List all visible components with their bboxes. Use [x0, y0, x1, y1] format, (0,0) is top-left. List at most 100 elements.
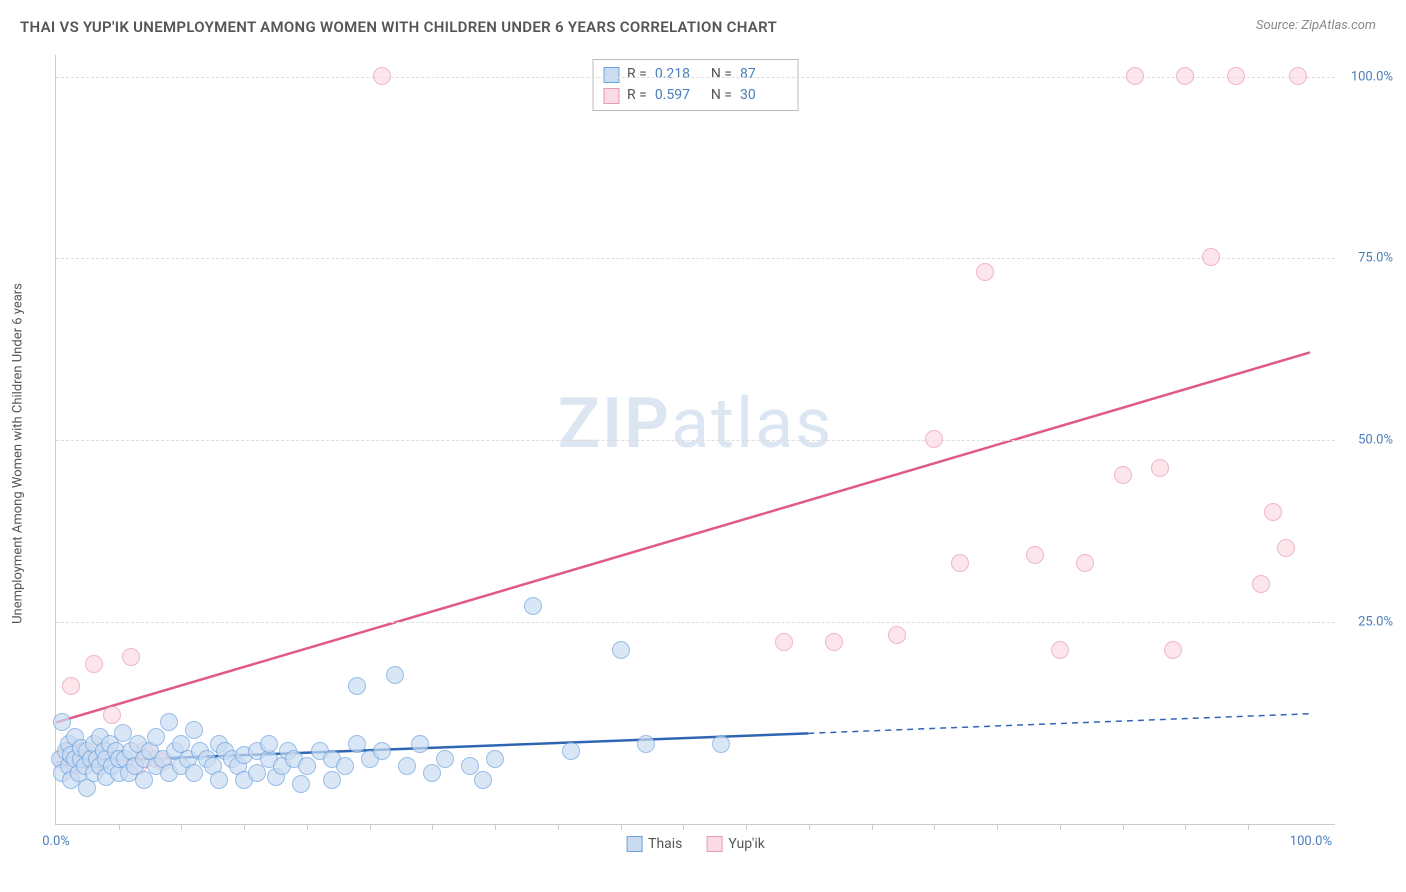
point-thai — [323, 771, 341, 789]
x-tick-label: 100.0% — [1290, 834, 1332, 849]
point-yupik — [122, 648, 140, 666]
point-thai — [135, 771, 153, 789]
legend-stats: R = 0.218 N = 87 R = 0.597 N = 30 — [592, 59, 799, 111]
x-tick — [370, 824, 371, 830]
watermark-atlas: atlas — [671, 383, 833, 465]
legend-label: Yup'ik — [728, 836, 764, 852]
gridline — [56, 440, 1335, 441]
point-thai — [292, 775, 310, 793]
y-tick-label: 50.0% — [1358, 433, 1393, 448]
point-thai — [612, 641, 630, 659]
point-yupik — [62, 677, 80, 695]
plot-area: ZIPatlas R = 0.218 N = 87 R = 0.597 N = … — [55, 55, 1335, 825]
watermark-zip: ZIP — [558, 383, 671, 465]
point-yupik — [1252, 575, 1270, 593]
point-thai — [712, 735, 730, 753]
point-thai — [210, 771, 228, 789]
x-tick — [495, 824, 496, 830]
point-yupik — [951, 554, 969, 572]
x-tick — [809, 824, 810, 830]
point-thai — [260, 735, 278, 753]
x-tick — [119, 824, 120, 830]
x-tick — [558, 824, 559, 830]
watermark: ZIPatlas — [558, 383, 834, 465]
point-yupik — [1227, 67, 1245, 85]
point-thai — [486, 750, 504, 768]
point-thai — [160, 713, 178, 731]
stat-r-label: R = — [627, 64, 647, 85]
y-tick-label: 75.0% — [1358, 251, 1393, 266]
x-tick — [1248, 824, 1249, 830]
point-yupik — [1026, 546, 1044, 564]
x-tick — [997, 824, 998, 830]
point-thai — [386, 666, 404, 684]
point-yupik — [976, 263, 994, 281]
point-thai — [562, 742, 580, 760]
chart-title: THAI VS YUP'IK UNEMPLOYMENT AMONG WOMEN … — [20, 18, 777, 36]
stat-n-value: 30 — [740, 85, 788, 106]
stat-r-value: 0.218 — [655, 64, 703, 85]
legend-label: Thais — [648, 836, 682, 852]
x-tick — [621, 824, 622, 830]
legend-swatch — [603, 67, 619, 83]
x-tick-label: 0.0% — [42, 834, 70, 849]
point-thai — [147, 728, 165, 746]
point-yupik — [825, 633, 843, 651]
point-thai — [474, 771, 492, 789]
point-thai — [411, 735, 429, 753]
legend-bottom: Thais Yup'ik — [626, 836, 765, 852]
gridline — [56, 258, 1335, 259]
x-tick — [872, 824, 873, 830]
point-yupik — [85, 655, 103, 673]
point-thai — [423, 764, 441, 782]
x-tick — [432, 824, 433, 830]
source-attribution: Source: ZipAtlas.com — [1256, 18, 1376, 33]
point-thai — [336, 757, 354, 775]
legend-swatch — [706, 836, 722, 852]
x-tick — [1185, 824, 1186, 830]
point-thai — [185, 721, 203, 739]
point-thai — [248, 764, 266, 782]
stat-n-label: N = — [711, 85, 732, 106]
point-yupik — [1151, 459, 1169, 477]
point-yupik — [1264, 503, 1282, 521]
point-yupik — [775, 633, 793, 651]
point-yupik — [1114, 466, 1132, 484]
stat-n-value: 87 — [740, 64, 788, 85]
legend-item: Yup'ik — [706, 836, 764, 852]
point-thai — [398, 757, 416, 775]
x-tick — [1123, 824, 1124, 830]
point-yupik — [1289, 67, 1307, 85]
legend-item: Thais — [626, 836, 682, 852]
y-tick-label: 100.0% — [1351, 69, 1393, 84]
point-thai — [185, 764, 203, 782]
point-thai — [436, 750, 454, 768]
point-thai — [637, 735, 655, 753]
point-yupik — [103, 706, 121, 724]
point-yupik — [1126, 67, 1144, 85]
stat-r-label: R = — [627, 85, 647, 106]
legend-stat-row: R = 0.597 N = 30 — [603, 85, 788, 106]
legend-swatch — [626, 836, 642, 852]
x-tick — [244, 824, 245, 830]
point-thai — [298, 757, 316, 775]
point-yupik — [1176, 67, 1194, 85]
point-yupik — [1277, 539, 1295, 557]
legend-stat-row: R = 0.218 N = 87 — [603, 64, 788, 85]
x-tick — [1060, 824, 1061, 830]
stat-n-label: N = — [711, 64, 732, 85]
point-yupik — [888, 626, 906, 644]
y-tick-label: 25.0% — [1358, 614, 1393, 629]
stat-r-value: 0.597 — [655, 85, 703, 106]
x-tick — [683, 824, 684, 830]
point-yupik — [925, 430, 943, 448]
point-thai — [348, 677, 366, 695]
point-yupik — [1051, 641, 1069, 659]
point-yupik — [1202, 248, 1220, 266]
x-tick — [307, 824, 308, 830]
legend-swatch — [603, 88, 619, 104]
x-tick — [746, 824, 747, 830]
point-yupik — [1164, 641, 1182, 659]
point-yupik — [373, 67, 391, 85]
gridline — [56, 622, 1335, 623]
